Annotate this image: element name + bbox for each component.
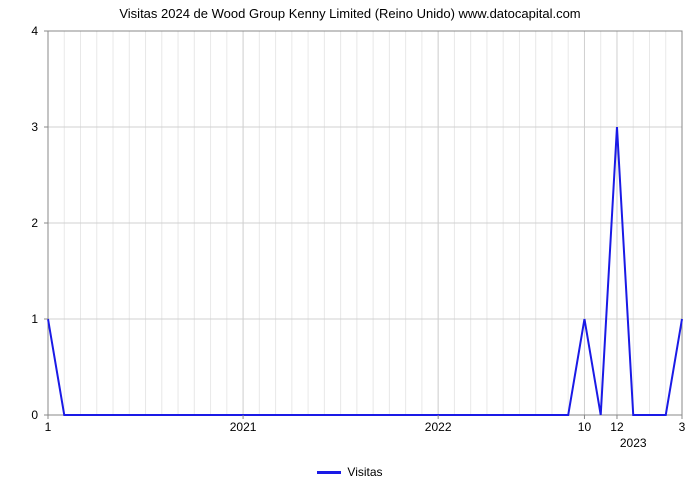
svg-text:2022: 2022 — [425, 420, 452, 434]
chart-title: Visitas 2024 de Wood Group Kenny Limited… — [0, 0, 700, 21]
legend-label: Visitas — [347, 465, 382, 479]
svg-text:4: 4 — [31, 24, 38, 38]
svg-text:1: 1 — [45, 420, 52, 434]
svg-text:1: 1 — [31, 312, 38, 326]
svg-text:0: 0 — [31, 408, 38, 422]
legend: Visitas — [0, 461, 700, 479]
svg-text:2023: 2023 — [620, 436, 647, 450]
svg-text:3: 3 — [31, 120, 38, 134]
svg-text:3: 3 — [679, 420, 686, 434]
svg-text:10: 10 — [578, 420, 592, 434]
svg-text:2: 2 — [31, 216, 38, 230]
svg-text:2021: 2021 — [230, 420, 257, 434]
legend-swatch — [317, 471, 341, 474]
chart-area: 01234120212022101232023 — [0, 21, 700, 461]
svg-text:12: 12 — [610, 420, 624, 434]
line-chart-svg: 01234120212022101232023 — [0, 21, 700, 461]
